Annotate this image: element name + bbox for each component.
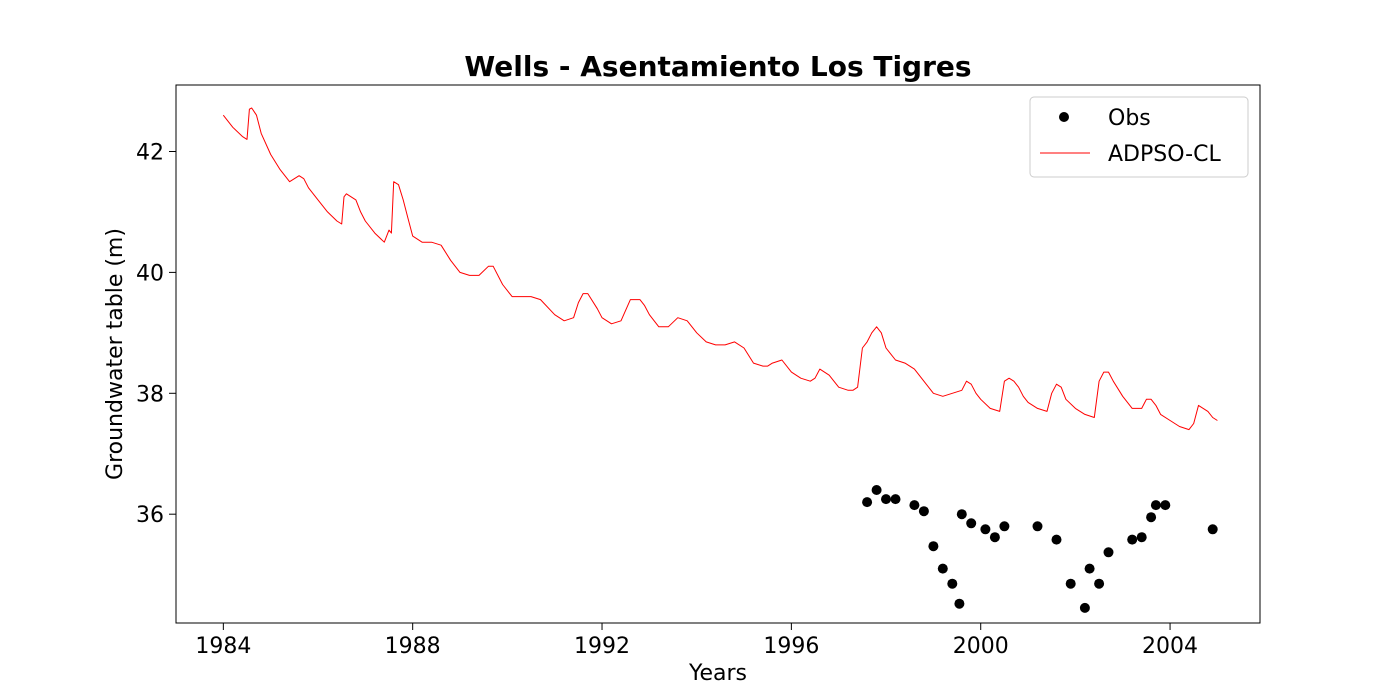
x-axis-label: Years bbox=[688, 661, 747, 686]
obs-point bbox=[966, 518, 977, 529]
x-tick-label: 2004 bbox=[1142, 634, 1198, 659]
y-axis-label: Groundwater table (m) bbox=[103, 228, 128, 480]
legend-label-obs: Obs bbox=[1108, 106, 1151, 131]
obs-point bbox=[1032, 521, 1043, 532]
x-tick-label: 1992 bbox=[574, 634, 630, 659]
y-tick-label: 42 bbox=[136, 140, 164, 165]
obs-point bbox=[1150, 500, 1161, 511]
y-axis: 36 38 40 42 bbox=[136, 140, 176, 528]
y-tick-label: 38 bbox=[136, 382, 164, 407]
obs-point bbox=[954, 598, 965, 609]
chart-title: Wells - Asentamiento Los Tigres bbox=[464, 50, 971, 83]
obs-point bbox=[1084, 563, 1095, 574]
obs-point bbox=[980, 524, 991, 535]
obs-point bbox=[1146, 512, 1157, 523]
obs-point bbox=[1065, 578, 1076, 589]
obs-point bbox=[956, 509, 967, 520]
obs-point bbox=[1103, 547, 1114, 558]
obs-point bbox=[909, 500, 920, 511]
obs-point bbox=[1127, 534, 1138, 545]
series-layer bbox=[222, 107, 1218, 613]
obs-point bbox=[928, 541, 939, 552]
obs-point bbox=[890, 494, 901, 505]
x-tick-label: 1996 bbox=[763, 634, 819, 659]
obs-point bbox=[999, 521, 1010, 532]
obs-point bbox=[1160, 500, 1171, 511]
obs-point bbox=[1094, 578, 1105, 589]
x-tick-label: 1988 bbox=[385, 634, 441, 659]
y-tick-label: 40 bbox=[136, 261, 164, 286]
obs-point bbox=[1079, 602, 1090, 613]
legend-box bbox=[1029, 96, 1249, 178]
obs-point bbox=[918, 506, 929, 517]
x-tick-label: 1984 bbox=[195, 634, 251, 659]
obs-point bbox=[1051, 534, 1062, 545]
obs-point bbox=[862, 497, 873, 508]
y-tick-label: 36 bbox=[136, 503, 164, 528]
obs-point bbox=[989, 532, 1000, 543]
obs-point bbox=[881, 494, 891, 505]
legend: Obs ADPSO-CL bbox=[1029, 96, 1249, 178]
obs-point bbox=[871, 485, 882, 495]
obs-point bbox=[937, 563, 948, 574]
x-tick-label: 2000 bbox=[953, 634, 1009, 659]
x-axis: 1984 1988 1992 1996 2000 2004 bbox=[195, 623, 1198, 659]
series-line-adpso-cl bbox=[222, 107, 1218, 431]
legend-marker-obs bbox=[1059, 112, 1069, 122]
obs-point bbox=[1207, 524, 1218, 535]
obs-point bbox=[1136, 532, 1147, 543]
obs-point bbox=[947, 578, 958, 589]
legend-label-adpso: ADPSO-CL bbox=[1108, 142, 1221, 167]
